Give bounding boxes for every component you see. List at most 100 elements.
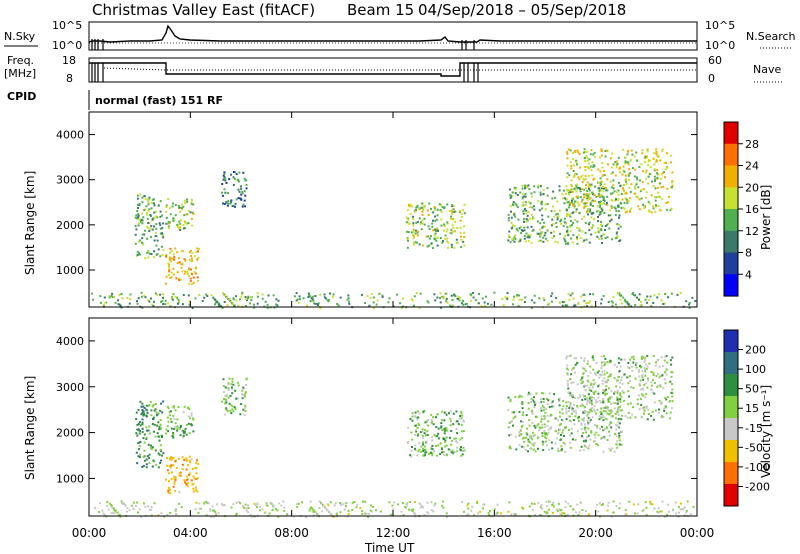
echo-cell (347, 513, 350, 515)
echo-cell (594, 200, 597, 203)
echo-cell (659, 510, 662, 513)
echo-cell (652, 355, 655, 357)
echo-cell (646, 418, 649, 421)
echo-cell (597, 229, 600, 232)
echo-cell (433, 433, 436, 436)
echo-cell (688, 306, 691, 309)
echo-cell (602, 410, 605, 413)
echo-cell (418, 307, 421, 309)
echo-cell (612, 179, 615, 182)
echo-cell (591, 193, 594, 196)
echo-cell (399, 302, 402, 305)
echo-cell (550, 295, 553, 298)
echo-cell (623, 192, 626, 195)
echo-cell (644, 370, 647, 373)
echo-cell (520, 425, 523, 428)
echo-cell (657, 372, 659, 375)
echo-cell (598, 400, 601, 403)
echo-cell (669, 359, 672, 362)
echo-cell (519, 225, 522, 228)
echo-cell (415, 221, 418, 224)
echo-cell (178, 491, 181, 494)
echo-cell (173, 253, 175, 256)
echo-cell (665, 368, 668, 371)
echo-cell (176, 429, 179, 432)
echo-cell (647, 210, 650, 213)
echo-cell (546, 433, 548, 436)
colorbar-swatch (724, 462, 738, 485)
echo-cell (602, 503, 604, 506)
echo-cell (195, 250, 198, 253)
echo-cell (587, 417, 590, 420)
echo-cell (616, 398, 619, 401)
echo-cell (587, 427, 590, 430)
echo-cell (445, 413, 448, 416)
echo-cell (442, 295, 445, 298)
echo-cell (335, 513, 338, 516)
echo-cell (556, 509, 559, 512)
echo-cell (111, 506, 114, 509)
echo-cell (574, 210, 577, 213)
echo-cell (161, 245, 163, 248)
echo-cell (244, 179, 247, 182)
echo-cell (539, 232, 542, 235)
echo-cell (150, 297, 152, 300)
echo-cell (165, 255, 168, 258)
echo-cell (617, 205, 619, 208)
echo-cell (534, 513, 536, 516)
echo-cell (462, 240, 465, 243)
echo-cell (150, 409, 153, 412)
echo-cell (641, 180, 644, 183)
echo-cell (313, 302, 316, 305)
echo-cell (188, 275, 191, 278)
echo-cell (442, 297, 445, 300)
echo-cell (170, 458, 173, 461)
echo-cell (158, 439, 161, 442)
echo-cell (571, 407, 574, 410)
echo-cell (574, 304, 577, 307)
echo-cell (508, 501, 511, 504)
echo-cell (136, 197, 139, 200)
echo-cell (651, 205, 654, 208)
echo-cell (436, 244, 439, 247)
echo-cell (619, 400, 622, 403)
echo-cell (663, 171, 665, 174)
echo-cell (514, 395, 517, 398)
echo-cell (571, 199, 573, 202)
echo-cell (618, 361, 620, 364)
echo-cell (192, 490, 195, 493)
echo-cell (583, 178, 586, 181)
echo-cell (461, 501, 464, 504)
echo-cell (241, 293, 244, 296)
echo-cell (514, 186, 517, 189)
echo-cell (415, 430, 418, 433)
echo-cell (627, 179, 630, 181)
echo-cell (539, 234, 542, 237)
echo-cell (455, 238, 458, 241)
echo-cell (584, 204, 587, 207)
echo-cell (648, 159, 651, 162)
echo-cell (311, 295, 314, 298)
echo-cell (176, 296, 178, 299)
echo-cell (242, 386, 245, 389)
echo-cell (170, 257, 173, 260)
echo-cell (151, 405, 154, 408)
echo-cell (243, 414, 246, 417)
echo-cell (182, 224, 185, 226)
echo-cell (178, 474, 181, 477)
echo-cell (599, 181, 602, 184)
echo-cell (226, 409, 229, 412)
echo-cell (657, 384, 660, 387)
noise-panel: N.Sky 10^5 10^0 N.Search 10^5 10^0 (4, 19, 796, 52)
echo-cell (644, 368, 647, 371)
echo-cell (658, 208, 661, 211)
echo-cell (224, 191, 227, 194)
echo-cell (570, 220, 572, 222)
echo-cell (541, 423, 544, 426)
echo-cell (142, 216, 145, 219)
echo-cell (508, 422, 511, 424)
echo-cell (168, 480, 170, 483)
echo-cell (615, 435, 618, 438)
echo-cell (671, 180, 674, 183)
echo-cell (647, 413, 650, 415)
